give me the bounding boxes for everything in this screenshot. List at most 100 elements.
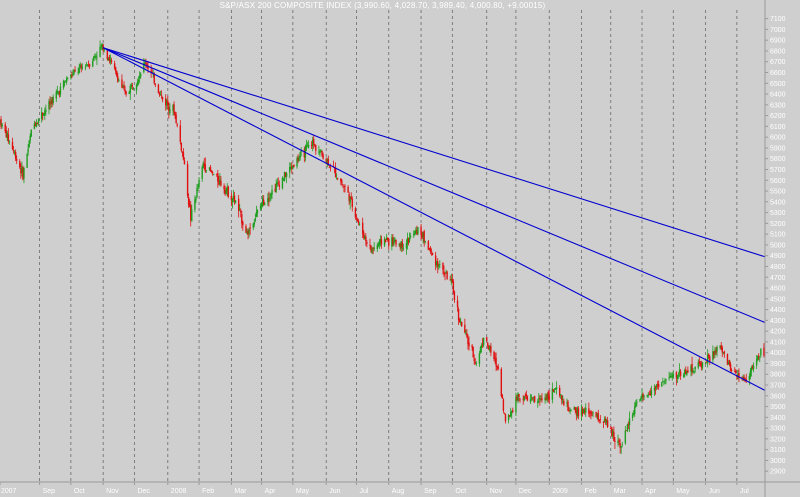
candle-body [218,180,220,185]
candle-body [293,164,295,167]
y-tick-label: 6300 [770,102,786,109]
candle-body [393,239,395,245]
candle-body [319,151,321,153]
candle-body [596,413,598,416]
candle-body [180,142,183,151]
candle-body [261,198,264,207]
candle-body [405,243,408,249]
candle-body [472,346,474,358]
candle-body [242,221,244,226]
trendline [103,47,766,258]
candle-body [153,73,155,84]
y-tick-label: 6600 [770,70,786,77]
y-tick-label: 3500 [770,404,786,411]
candle-body [400,241,402,249]
candle-body [329,167,332,169]
candle-body [708,354,710,357]
candle-body [376,245,378,250]
candle-body [729,364,732,371]
candle-body [275,183,277,193]
candle-body [692,370,694,373]
candle-body [456,300,459,307]
candle-body [401,242,404,248]
candle-body [566,402,568,404]
y-tick-label: 4000 [770,350,786,357]
candle-body [391,237,393,247]
candle-body [424,240,426,243]
candle-body [195,198,197,201]
candle-body [636,401,638,403]
candle-body [315,145,317,151]
candle-body [450,278,452,282]
candle-body [417,227,419,234]
candle-body [325,158,327,162]
candle-body [583,411,586,412]
candle-body [640,397,642,400]
candle-body [72,73,74,76]
candle-body [517,393,519,401]
y-tick-label: 5900 [770,145,786,152]
candle-body [628,418,631,426]
candle-body [249,227,251,229]
candle-body [409,236,412,237]
candle-body [489,346,491,351]
x-tick-label: Oct [455,488,466,495]
candle-body [202,163,204,168]
candle-body [327,159,330,166]
candle-body [223,185,225,190]
candle-body [113,63,116,68]
candle-body [328,166,331,168]
candle-body [300,150,302,152]
candle-body [439,264,441,266]
candle-body [494,357,496,359]
candle-body [378,241,381,246]
candle-body [643,395,645,397]
y-tick-label: 6700 [770,59,786,66]
candle-body [486,337,488,342]
candle-body [602,421,605,423]
candle-body [74,69,76,72]
candle-body [387,237,389,240]
candle-body [283,172,286,181]
candle-body [599,419,602,421]
candle-body [705,362,708,363]
y-tick-label: 6100 [770,124,786,131]
candle-body [597,412,599,421]
x-tick-label: Nov [490,488,503,495]
candle-body [677,374,680,376]
candle-body [262,199,265,205]
candle-body [205,170,208,172]
candle-body [650,390,653,396]
candle-body [464,324,466,333]
candle-body [694,366,696,370]
candle-body [541,398,543,401]
candle-body [109,59,112,62]
candle-body [6,132,8,139]
candle-body [693,370,695,372]
candle-body [503,412,506,414]
candle-body [592,412,594,414]
y-tick-label: 4400 [770,307,786,314]
trendline [102,47,766,324]
candle-body [685,369,687,375]
candle-body [27,148,29,153]
candle-body [86,65,89,67]
candle-body [524,395,526,397]
candle-body [624,430,627,444]
candle-body [384,239,387,243]
candle-body [355,218,358,219]
candle-body [449,279,451,281]
candle-body [11,142,14,150]
candle-body [526,395,529,401]
candle-body [458,318,461,323]
candle-body [493,351,495,360]
candle-body [488,345,490,350]
candle-body [647,394,649,396]
candle-body [471,345,473,348]
candle-body [465,332,467,334]
y-tick-label: 4200 [770,329,786,336]
candle-body [610,428,612,429]
candle-body [525,394,528,396]
candle-body [217,172,219,182]
candle-body [712,351,714,361]
